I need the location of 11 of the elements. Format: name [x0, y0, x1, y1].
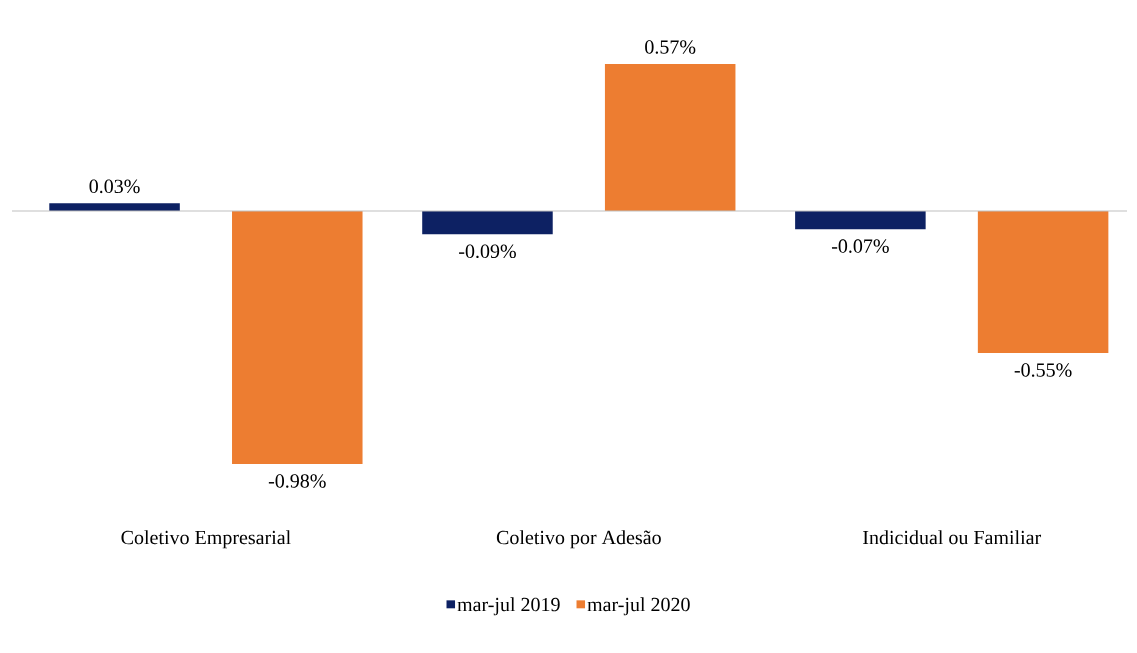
data-label: -0.98% [268, 474, 326, 488]
x-tick-label: Indicidual ou Familiar [863, 530, 1042, 545]
x-tick-label: Coletivo Empresarial [121, 530, 291, 549]
data-label: 0.03% [89, 179, 140, 194]
data-label: -0.09% [459, 244, 516, 259]
legend-label: mar-jul 2020 [587, 597, 690, 616]
x-tick-label: Coletivo por Adesão [496, 530, 661, 549]
data-label: -0.07% [831, 239, 889, 253]
data-label: 0.57% [645, 40, 696, 54]
legend-label: mar-jul 2019 [457, 597, 560, 616]
data-label: -0.55% [1014, 363, 1072, 377]
